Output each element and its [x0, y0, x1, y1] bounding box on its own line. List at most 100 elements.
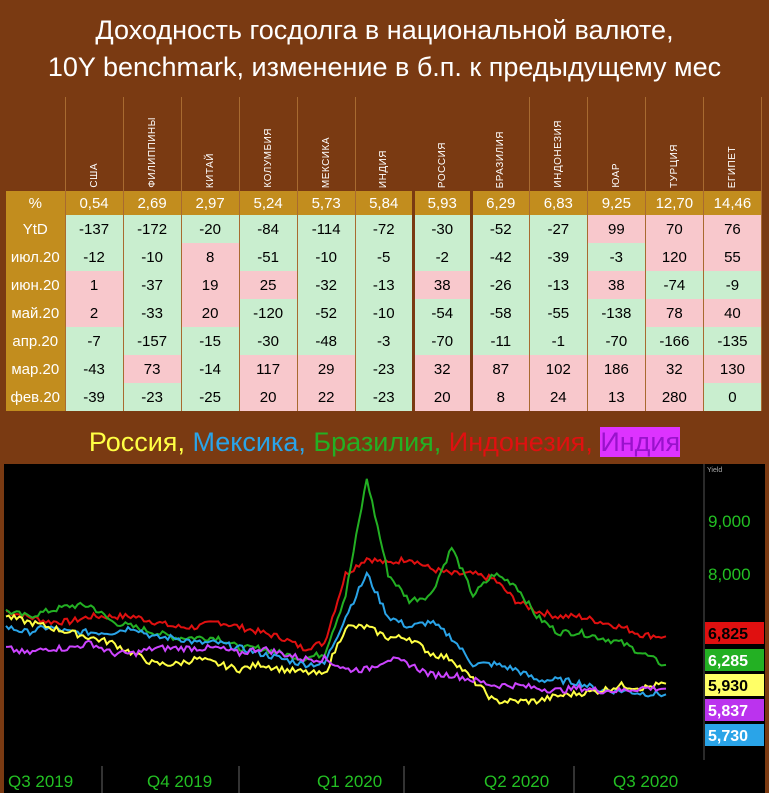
last-value-badge	[705, 622, 764, 644]
change-cell: 38	[587, 271, 646, 299]
chart-legend: Россия, Мексика, Бразилия, Индонезия, Ин…	[0, 420, 769, 464]
change-cell: 186	[587, 355, 646, 383]
title-line-2: 10Y benchmark, изменение в б.п. к предыд…	[47, 52, 722, 82]
country-label: КИТАЙ	[204, 152, 216, 188]
legend-item: Россия	[88, 427, 178, 457]
change-cell: -84	[239, 215, 298, 243]
table-row: июл.20 -12 -10 8 -51 -10 -5 -2 -42 -39 -3 120 55	[6, 243, 763, 271]
change-cell: -23	[355, 355, 415, 383]
country-header: ЕГИПЕТ	[703, 97, 763, 191]
x-tick-label: Q4 2019	[147, 772, 212, 791]
change-cell: 78	[645, 299, 704, 327]
change-cell: 24	[529, 383, 588, 411]
change-cell: 73	[123, 355, 182, 383]
change-cell: 0	[703, 383, 763, 411]
country-header: РОССИЯ	[413, 97, 473, 191]
change-cell: -5	[355, 243, 415, 271]
country-header: США	[65, 97, 124, 191]
legend-item: Индия	[600, 427, 681, 457]
legend-item: Индонезия	[448, 427, 586, 457]
country-label: КОЛУМБИЯ	[262, 128, 274, 188]
change-cell: -7	[65, 327, 124, 355]
change-cell: -3	[355, 327, 415, 355]
change-cell: -12	[65, 243, 124, 271]
country-label: БРАЗИЛИЯ	[495, 130, 507, 188]
change-cell: 76	[703, 215, 763, 243]
change-cell: -15	[181, 327, 240, 355]
title-line-1: Доходность госдолга в национальной валют…	[95, 15, 674, 45]
change-cell: -70	[587, 327, 646, 355]
change-cell: -39	[65, 383, 124, 411]
legend-separator: ,	[298, 427, 314, 457]
table-row: мар.20 -43 73 -14 117 29 -23 32 87 102 186 32 130	[6, 355, 763, 383]
change-cell: 20	[181, 299, 240, 327]
last-value-label: 5,930	[708, 678, 748, 695]
y-axis-title: Yield	[707, 467, 722, 474]
row-label: фев.20	[6, 383, 66, 411]
country-label: ЕГИПЕТ	[726, 145, 738, 188]
last-value-label: 5,730	[708, 728, 748, 745]
table-row: май.20 2 -33 20 -120 -52 -10 -54 -58 -55 -138 78 40	[6, 299, 763, 327]
change-cell: -72	[355, 215, 415, 243]
change-cell: -27	[529, 215, 588, 243]
change-cell: -2	[413, 243, 473, 271]
row-label: май.20	[6, 299, 66, 327]
country-label: США	[88, 163, 100, 188]
x-tick-label: Q1 2020	[317, 772, 382, 791]
change-cell: -55	[529, 299, 588, 327]
change-cell: -157	[123, 327, 182, 355]
change-cell: -39	[529, 243, 588, 271]
yield-cell: 2,69	[123, 191, 182, 215]
change-cell: -10	[297, 243, 356, 271]
change-cell: 2	[65, 299, 124, 327]
country-header: ИНДИЯ	[355, 97, 415, 191]
last-value-badge	[705, 649, 764, 671]
change-cell: -1	[529, 327, 588, 355]
x-tick-label: Q3 2020	[613, 772, 678, 791]
row-label: мар.20	[6, 355, 66, 383]
yield-cell: 12,70	[645, 191, 704, 215]
change-cell: 87	[471, 355, 530, 383]
change-cell: -42	[471, 243, 530, 271]
yield-chart: Yield 9,000 8,000 6,825 6,285 5,730 5,930 5,837…	[4, 464, 765, 793]
change-cell: -9	[703, 271, 763, 299]
change-cell: -30	[239, 327, 298, 355]
change-cell: -37	[123, 271, 182, 299]
change-cell: 8	[181, 243, 240, 271]
change-cell: -166	[645, 327, 704, 355]
yield-change-table: США ФИЛИППИНЫ КИТАЙ КОЛУМБИЯ МЕКСИКА ИНДИЯ РОС…	[6, 97, 763, 411]
last-value-label: 5,837	[708, 703, 748, 720]
last-value-badge	[705, 674, 764, 696]
change-cell: -74	[645, 271, 704, 299]
legend-separator: ,	[433, 427, 449, 457]
pct-label: %	[6, 191, 66, 215]
last-value-badge	[705, 724, 764, 746]
yield-cell: 6,83	[529, 191, 588, 215]
legend-item: Бразилия	[313, 427, 434, 457]
change-cell: -43	[65, 355, 124, 383]
country-label: ИНДОНЕЗИЯ	[552, 120, 564, 188]
change-cell: 1	[65, 271, 124, 299]
change-cell: -13	[355, 271, 415, 299]
row-label: YtD	[6, 215, 66, 243]
country-label: ЮАР	[610, 163, 622, 188]
change-cell: -13	[529, 271, 588, 299]
yield-chart-svg: Yield 9,000 8,000 6,825 6,285 5,730 5,930 5,837…	[4, 464, 765, 793]
change-cell: 13	[587, 383, 646, 411]
change-cell: 102	[529, 355, 588, 383]
change-cell: -11	[471, 327, 530, 355]
country-label: ФИЛИППИНЫ	[146, 117, 158, 188]
change-cell: -48	[297, 327, 356, 355]
country-header: ЮАР	[587, 97, 646, 191]
country-header: МЕКСИКА	[297, 97, 356, 191]
table-row: апр.20 -7 -157 -15 -30 -48 -3 -70 -11 -1 -70 -166 -1…	[6, 327, 763, 355]
country-label: ТУРЦИЯ	[668, 144, 680, 188]
yield-cell: 5,73	[297, 191, 356, 215]
change-cell: 32	[645, 355, 704, 383]
change-cell: 120	[645, 243, 704, 271]
header-corner	[6, 97, 66, 191]
country-label: МЕКСИКА	[320, 136, 332, 188]
yield-cell: 14,46	[703, 191, 763, 215]
country-header: ФИЛИППИНЫ	[123, 97, 182, 191]
chart-title: Доходность госдолга в национальной валют…	[0, 0, 769, 96]
